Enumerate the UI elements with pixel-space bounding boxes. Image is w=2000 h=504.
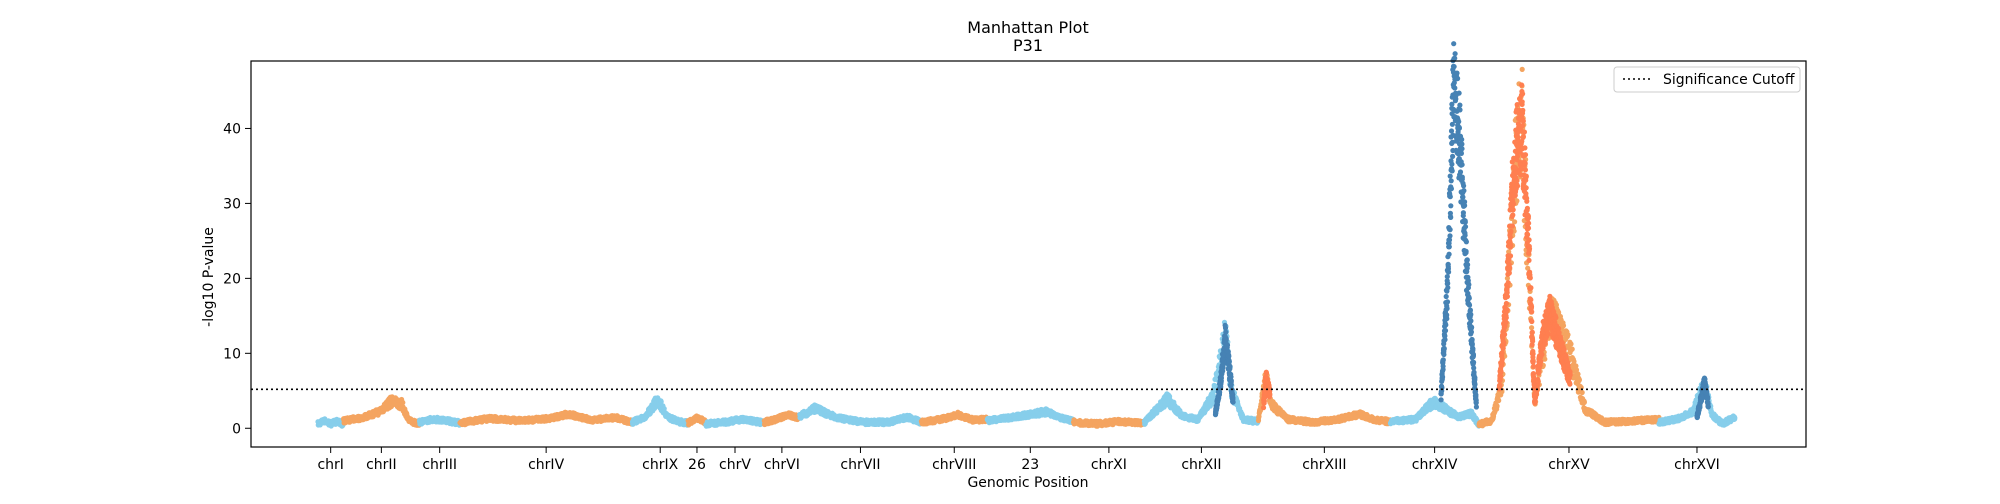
data-point	[1568, 341, 1574, 347]
x-axis-label: Genomic Position	[967, 475, 1088, 491]
data-point	[400, 400, 406, 406]
data-point	[1494, 403, 1500, 409]
data-point	[1565, 332, 1571, 338]
data-point	[1569, 346, 1575, 352]
data-point	[1560, 323, 1567, 329]
y-axis-label: -log10 P-value	[201, 227, 217, 327]
data-points	[315, 41, 1738, 429]
chart-title: Manhattan Plot	[967, 18, 1088, 37]
data-point	[1519, 66, 1525, 72]
chart-subtitle: P31	[1013, 36, 1043, 55]
data-point	[1576, 377, 1582, 383]
data-point	[1496, 397, 1502, 404]
data-point	[1579, 389, 1585, 396]
data-point	[1529, 325, 1535, 331]
